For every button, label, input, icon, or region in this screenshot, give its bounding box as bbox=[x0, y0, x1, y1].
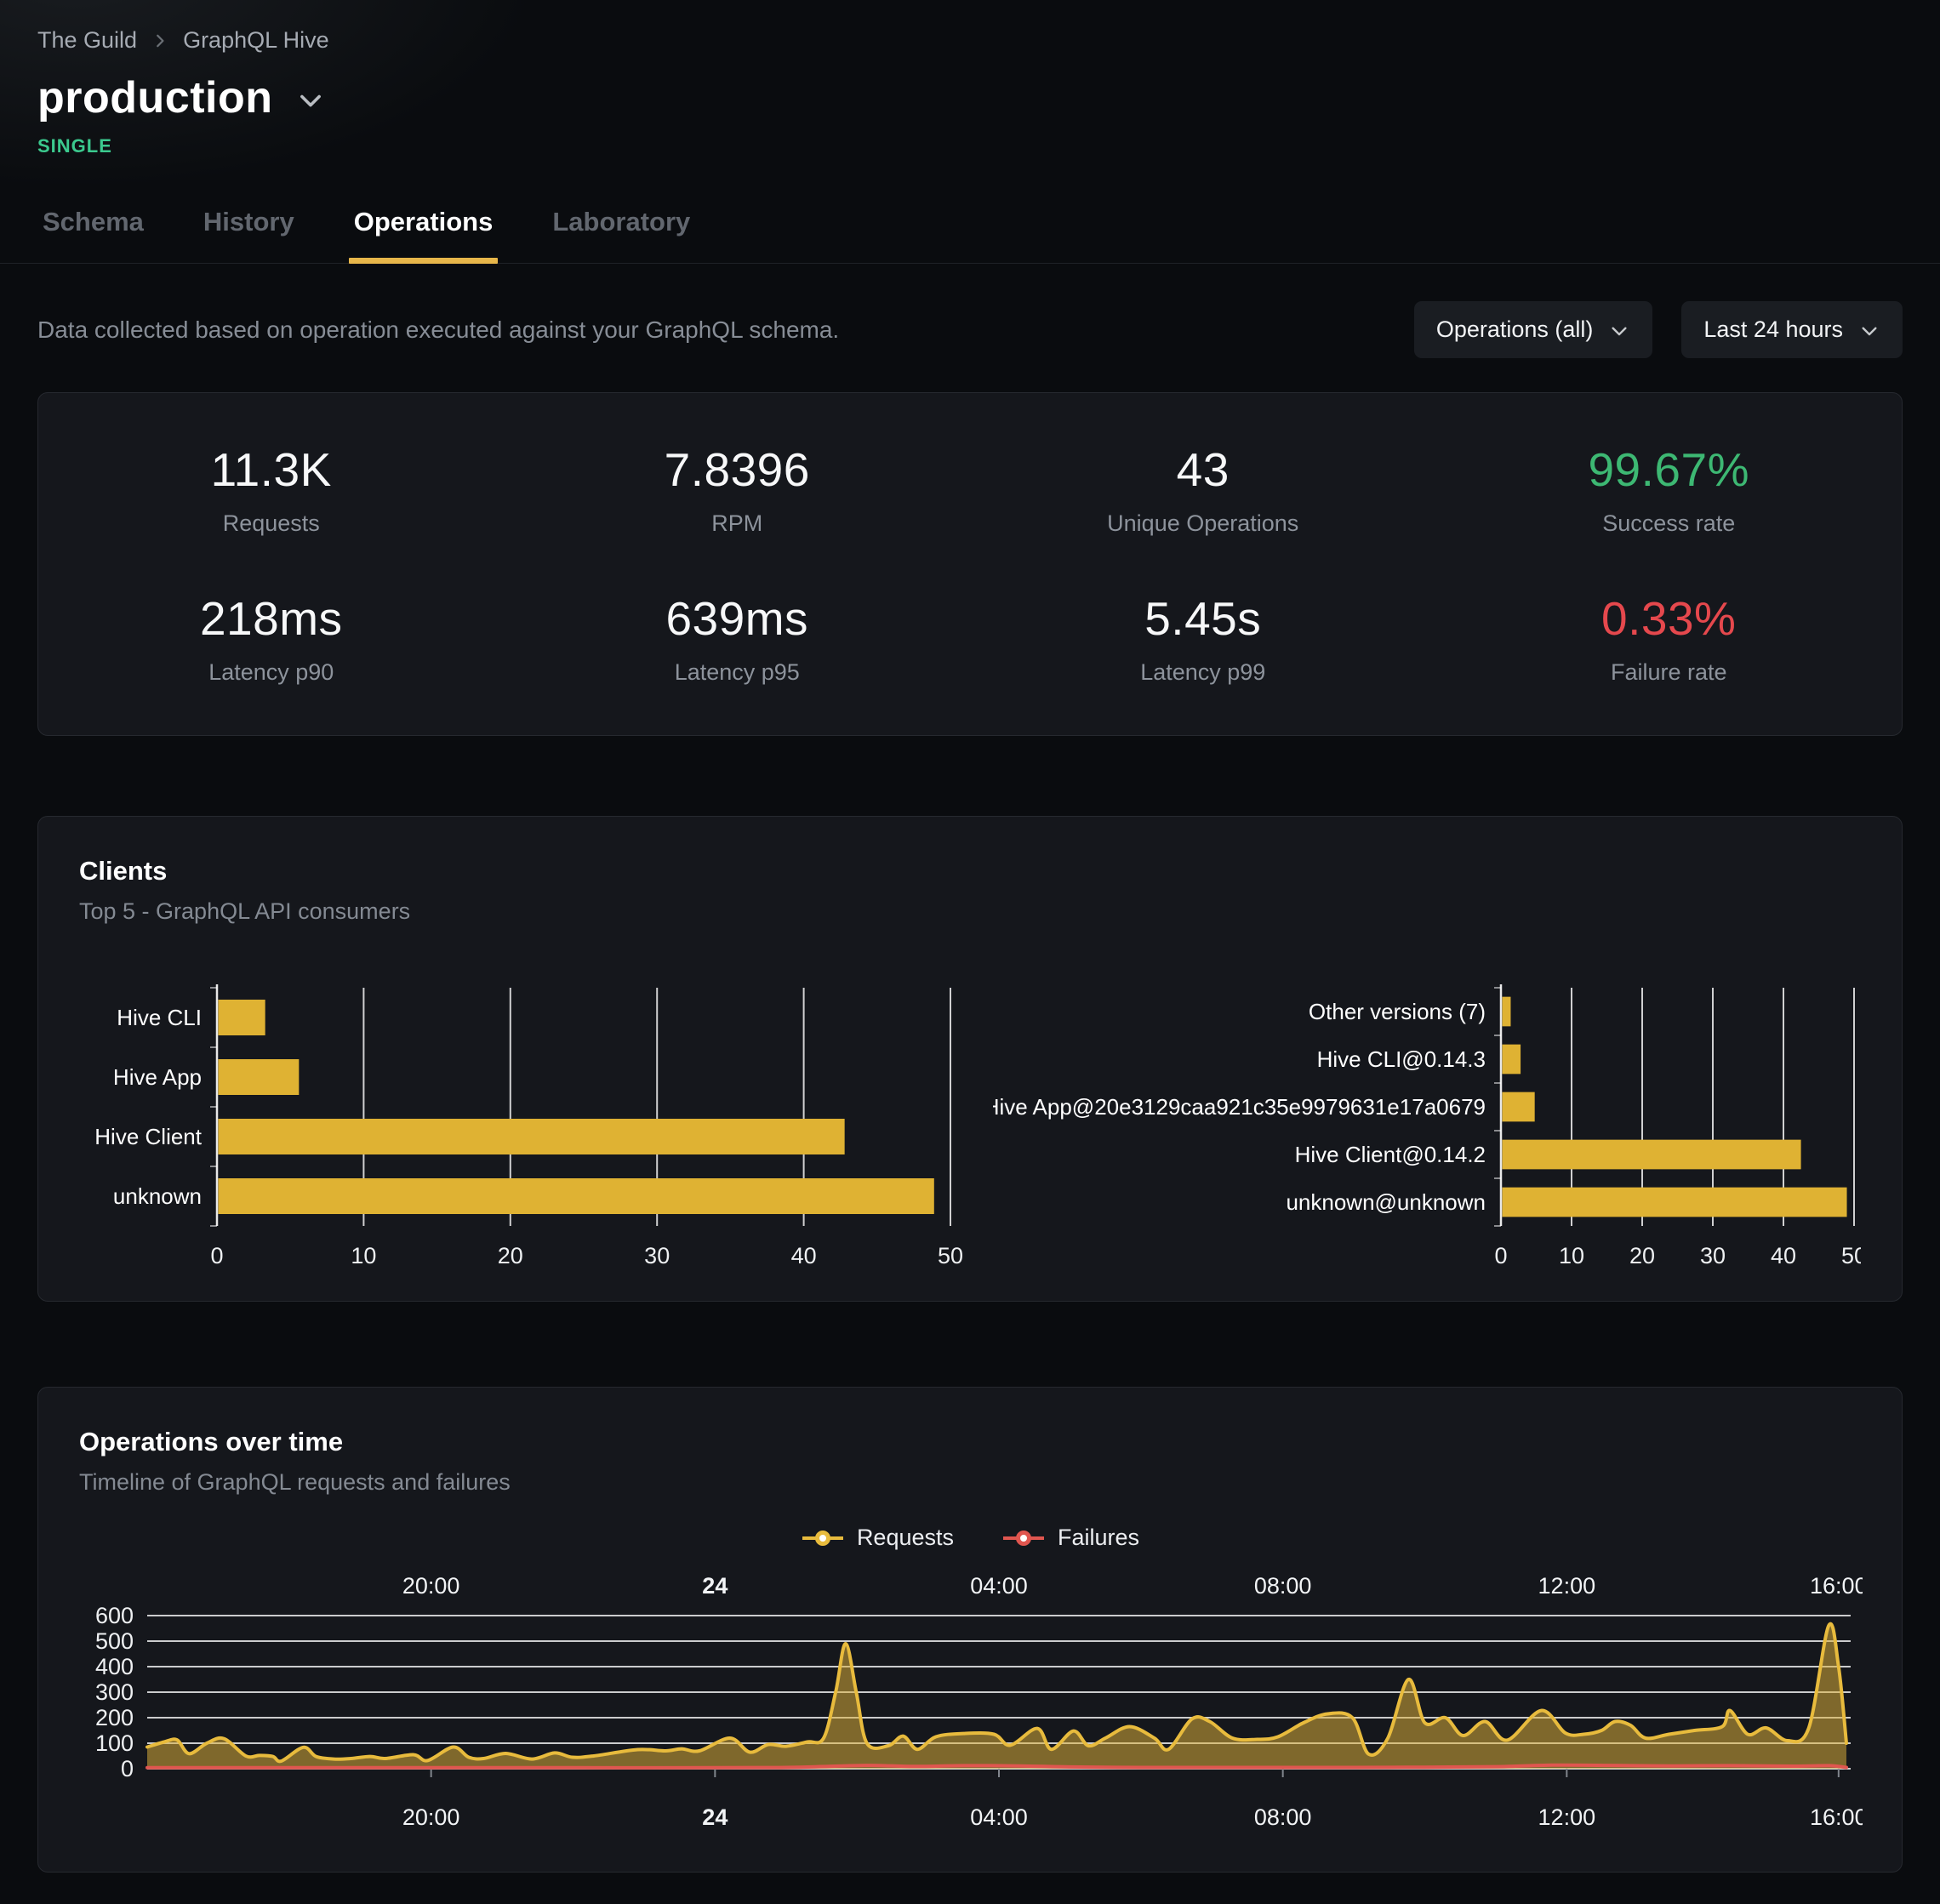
chevron-right-icon bbox=[151, 31, 169, 50]
category-label: Hive CLI@0.14.3 bbox=[1317, 1046, 1486, 1072]
tab-history[interactable]: History bbox=[198, 207, 300, 263]
ops-card-subtitle: Timeline of GraphQL requests and failure… bbox=[79, 1469, 511, 1495]
chevron-down-icon bbox=[1858, 317, 1880, 342]
bar bbox=[1502, 1044, 1521, 1075]
x-tick-label-bottom: 20:00 bbox=[402, 1804, 460, 1830]
operations-filter-dropdown[interactable]: Operations (all) bbox=[1413, 301, 1653, 358]
x-tick-label-top: 04:00 bbox=[970, 1573, 1028, 1599]
clients-by-version-bar-chart: 0 10 20 30 40 50 Other versions (7) Hive CLI@0.… bbox=[993, 984, 1861, 1268]
clients-card-subtitle: Top 5 - GraphQL API consumers bbox=[79, 898, 411, 924]
stat-latency-p90: 218ms Latency p90 bbox=[199, 592, 343, 685]
x-tick-label: 0 bbox=[210, 1243, 223, 1268]
tab-laboratory[interactable]: Laboratory bbox=[547, 207, 695, 263]
x-tick-label: 40 bbox=[791, 1243, 817, 1268]
description-text: Data collected based on operation execut… bbox=[37, 316, 840, 343]
stat-requests: 11.3K Requests bbox=[210, 443, 332, 536]
page-title: production bbox=[37, 73, 273, 123]
ops-card-title: Operations over time bbox=[79, 1427, 344, 1457]
breadcrumb: The Guild GraphQL Hive bbox=[37, 27, 1903, 54]
x-tick-label-bottom: 08:00 bbox=[1254, 1804, 1312, 1830]
bar bbox=[1502, 996, 1511, 1027]
category-label: Hive App bbox=[113, 1064, 202, 1090]
bar bbox=[218, 1119, 845, 1154]
bar bbox=[218, 1059, 300, 1095]
main-content: Data collected based on operation execut… bbox=[0, 301, 1940, 1873]
category-label: unknown@unknown bbox=[1286, 1189, 1486, 1215]
legend-item-requests[interactable]: Requests bbox=[801, 1525, 954, 1551]
stat-rpm: 7.8396 RPM bbox=[664, 443, 810, 536]
period-filter-dropdown[interactable]: Last 24 hours bbox=[1681, 301, 1903, 358]
bar bbox=[1502, 1187, 1847, 1217]
active-tab-underline bbox=[348, 258, 499, 264]
target-picker-chevron-down-icon[interactable] bbox=[295, 85, 326, 120]
x-tick-label-top: 12:00 bbox=[1538, 1573, 1596, 1599]
tab-operations[interactable]: Operations bbox=[348, 207, 499, 264]
x-tick-label: 10 bbox=[351, 1243, 376, 1268]
legend-item-failures[interactable]: Failures bbox=[1001, 1525, 1139, 1551]
x-tick-label-top: 20:00 bbox=[402, 1573, 460, 1599]
clients-card: Clients Top 5 - GraphQL API consumers 0 1… bbox=[37, 816, 1903, 1302]
tab-schema[interactable]: Schema bbox=[37, 207, 149, 263]
chevron-down-icon bbox=[1608, 317, 1630, 342]
x-tick-label: 30 bbox=[644, 1243, 670, 1268]
y-tick-label: 400 bbox=[95, 1654, 134, 1679]
x-tick-label-top: 24 bbox=[702, 1573, 728, 1599]
category-label: Hive CLI bbox=[117, 1005, 202, 1030]
page-header: The Guild GraphQL Hive production SINGLE… bbox=[0, 0, 1940, 264]
chart-legend: Requests Failures bbox=[79, 1525, 1861, 1551]
x-tick-label: 50 bbox=[1841, 1243, 1861, 1268]
y-tick-label: 600 bbox=[95, 1603, 134, 1628]
x-tick-label: 20 bbox=[498, 1243, 523, 1268]
y-tick-label: 200 bbox=[95, 1705, 134, 1730]
bar bbox=[1502, 1139, 1801, 1170]
category-label: Other versions (7) bbox=[1309, 999, 1486, 1024]
x-tick-label: 20 bbox=[1629, 1243, 1655, 1268]
category-label: Hive Client bbox=[94, 1124, 202, 1149]
stat-latency-p95: 639ms Latency p95 bbox=[665, 592, 809, 685]
x-tick-label-bottom: 16:00 bbox=[1810, 1804, 1863, 1830]
bar bbox=[1502, 1092, 1535, 1122]
requests-line bbox=[146, 1622, 1848, 1764]
x-tick-label-bottom: 24 bbox=[702, 1804, 728, 1830]
y-tick-label: 100 bbox=[95, 1730, 134, 1756]
category-label: Hive Client@0.14.2 bbox=[1295, 1142, 1486, 1167]
clients-card-title: Clients bbox=[79, 856, 168, 886]
x-tick-label-top: 16:00 bbox=[1810, 1573, 1863, 1599]
operations-over-time-card: Operations over time Timeline of GraphQL… bbox=[37, 1387, 1903, 1873]
x-tick-label: 50 bbox=[938, 1243, 963, 1268]
stat-unique-operations: 43 Unique Operations bbox=[1107, 443, 1299, 536]
x-tick-label: 0 bbox=[1494, 1243, 1507, 1268]
breadcrumb-org[interactable]: The Guild bbox=[37, 27, 138, 53]
stats-card: 11.3K Requests 7.8396 RPM 43 Unique Oper… bbox=[37, 392, 1903, 736]
failures-legend-marker-icon bbox=[1001, 1529, 1046, 1548]
bar bbox=[218, 1000, 265, 1035]
stat-latency-p99: 5.45s Latency p99 bbox=[1140, 592, 1266, 685]
y-tick-label: 300 bbox=[95, 1679, 134, 1705]
x-tick-label: 40 bbox=[1771, 1243, 1796, 1268]
requests-legend-marker-icon bbox=[801, 1529, 845, 1548]
stat-failure-rate: 0.33% Failure rate bbox=[1601, 592, 1737, 685]
failures-line bbox=[146, 1763, 1848, 1770]
filter-row: Data collected based on operation execut… bbox=[37, 301, 1903, 358]
status-badge: SINGLE bbox=[37, 135, 112, 157]
category-label: Hive App@20e3129caa921c35e9979631e17a067… bbox=[993, 1094, 1486, 1120]
x-tick-label: 10 bbox=[1559, 1243, 1584, 1268]
category-label: unknown bbox=[113, 1183, 202, 1209]
y-tick-label: 0 bbox=[121, 1756, 134, 1781]
x-tick-label-top: 08:00 bbox=[1254, 1573, 1312, 1599]
x-tick-label-bottom: 04:00 bbox=[970, 1804, 1028, 1830]
requests-area bbox=[147, 1623, 1846, 1769]
stat-success-rate: 99.67% Success rate bbox=[1588, 443, 1750, 536]
y-tick-label: 500 bbox=[95, 1628, 134, 1654]
x-tick-label-bottom: 12:00 bbox=[1538, 1804, 1596, 1830]
clients-by-name-bar-chart: 0 10 20 30 40 50 Hive CLI Hive App Hive Client un… bbox=[94, 984, 963, 1268]
breadcrumb-project[interactable]: GraphQL Hive bbox=[183, 27, 329, 53]
x-tick-label: 30 bbox=[1700, 1243, 1726, 1268]
bar bbox=[218, 1178, 934, 1214]
tab-bar: Schema History Operations Laboratory bbox=[37, 207, 1903, 264]
